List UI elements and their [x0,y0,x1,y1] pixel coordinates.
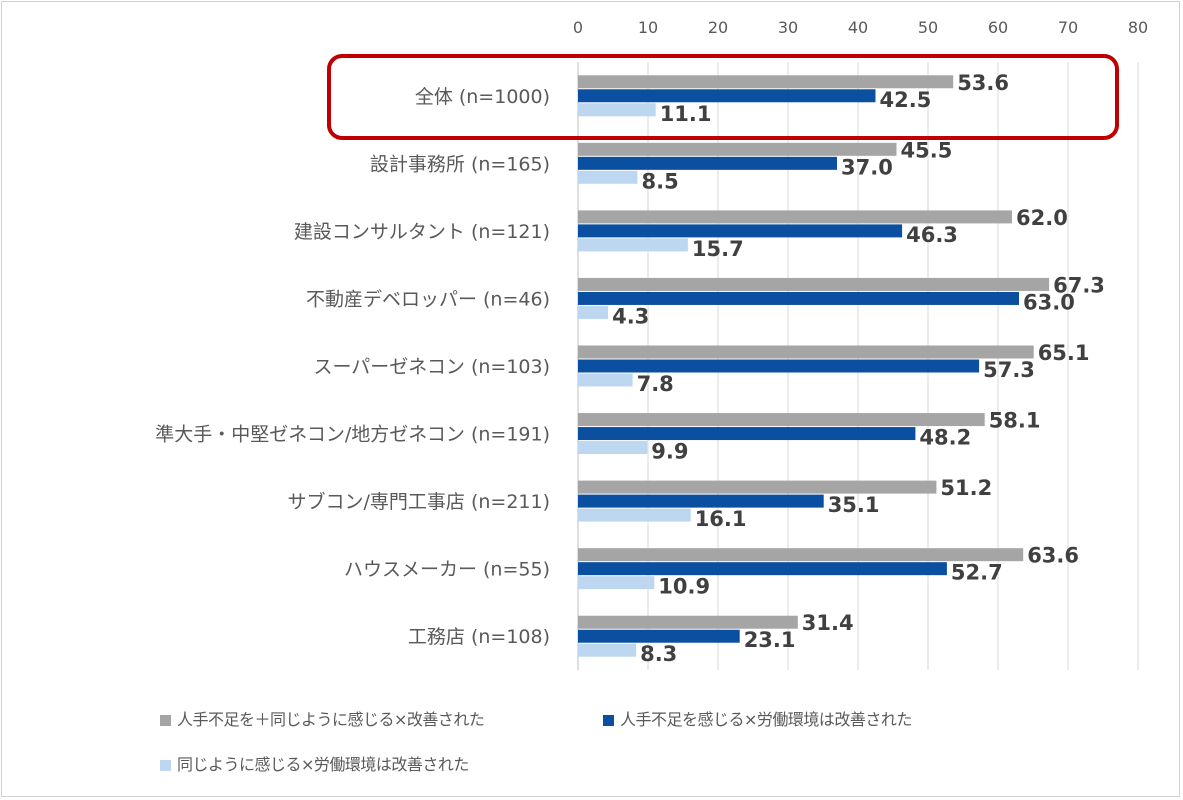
bar [578,508,691,522]
data-label: 63.6 [1027,544,1079,568]
data-label: 31.4 [802,611,854,635]
bar [578,441,648,455]
data-label: 4.3 [612,304,649,328]
category-label: 全体 (n=1000) [415,86,550,108]
data-label: 11.1 [660,102,712,126]
data-label: 8.3 [640,642,677,666]
data-label: 62.0 [1016,206,1068,230]
bar [578,494,824,508]
category-label: 工務店 (n=108) [408,626,550,648]
data-label: 46.3 [906,223,958,247]
data-label: 16.1 [695,507,747,531]
category-label: 準大手・中堅ゼネコン/地方ゼネコン (n=191) [155,424,550,446]
bar [578,170,638,184]
legend-item-series-1: 人手不足を＋同じように感じる×改善された [160,706,485,730]
category-label: 設計事務所 (n=165) [370,153,550,175]
category-label: ハウスメーカー (n=55) [344,559,550,581]
bar [578,480,937,494]
data-label: 23.1 [744,628,796,652]
bar [578,413,985,427]
data-label: 37.0 [841,155,893,179]
legend-swatch-dark-blue [603,714,614,726]
data-label: 15.7 [692,237,744,261]
bar [578,576,655,590]
data-label: 52.7 [951,561,1003,585]
bar [578,359,980,373]
bar [578,562,947,576]
bar [578,210,1012,224]
data-label: 53.6 [957,71,1009,95]
bar [578,291,1019,305]
bar [578,89,876,103]
x-tick-label: 50 [918,18,938,37]
x-tick-label: 70 [1058,18,1078,37]
bar [578,615,798,629]
data-label: 65.1 [1038,341,1090,365]
legend-label: 人手不足を感じる×労働環境は改善された [620,710,912,729]
legend-swatch-gray [160,714,171,726]
data-label: 7.8 [637,372,674,396]
bar [578,103,656,117]
data-label: 67.3 [1053,273,1105,297]
data-label: 57.3 [983,358,1035,382]
bar [578,305,609,319]
bar [578,373,633,387]
legend-label: 人手不足を＋同じように感じる×改善された [177,710,485,729]
x-tick-label: 10 [638,18,658,37]
category-label: サブコン/専門工事店 (n=211) [288,490,551,513]
bar [578,548,1024,562]
data-label: 42.5 [880,88,932,112]
x-tick-label: 0 [573,18,583,37]
data-label: 48.2 [919,426,971,450]
bar [578,427,916,441]
data-label: 9.9 [651,440,688,464]
x-tick-label: 20 [708,18,728,37]
bar [578,142,897,156]
data-label: 45.5 [901,138,953,162]
x-tick-label: 40 [848,18,868,37]
category-label: 建設コンサルタント (n=121) [294,221,550,243]
bar [578,643,637,657]
bar [578,345,1034,359]
legend-item-series-3: 同じように感じる×労働環境は改善された [160,751,469,775]
legend-label: 同じように感じる×労働環境は改善された [177,755,469,774]
bar [578,75,954,89]
x-tick-label: 80 [1128,18,1148,37]
data-label: 35.1 [828,493,880,517]
data-label: 58.1 [989,409,1041,433]
bar [578,224,903,238]
bar [578,629,740,643]
category-label: スーパーゼネコン (n=103) [313,356,550,378]
category-label: 不動産デベロッパー (n=46) [306,288,550,310]
data-label: 8.5 [642,169,679,193]
data-label: 63.0 [1023,290,1075,314]
bar [578,156,837,170]
x-tick-label: 30 [778,18,798,37]
legend-item-series-2: 人手不足を感じる×労働環境は改善された [603,706,912,730]
bar [578,277,1050,291]
data-label: 10.9 [658,575,710,599]
data-label: 51.2 [940,476,992,500]
highlight-box [327,54,1119,140]
x-tick-label: 60 [988,18,1008,37]
legend-swatch-light-blue [160,759,171,771]
bar [578,238,688,252]
